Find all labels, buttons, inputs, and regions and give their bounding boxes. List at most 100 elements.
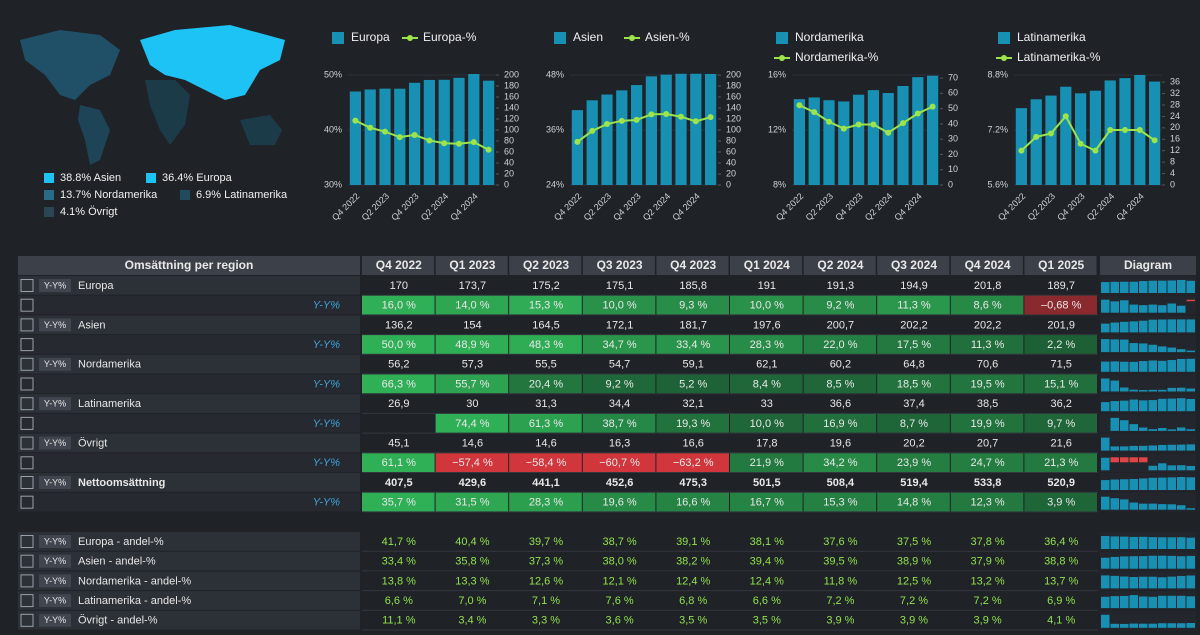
point [470,139,477,146]
sparkline-bar [1120,321,1129,333]
y2-tick-label: 160 [504,91,519,101]
checkbox[interactable] [20,535,34,548]
checkbox[interactable] [20,397,34,411]
sparkline-bar [1139,457,1148,463]
cell-value: 202,2 [900,319,928,331]
checkbox[interactable] [20,338,34,352]
cell-value: 7,2 % [900,595,928,607]
checkbox[interactable] [20,318,34,332]
cell-value: 3,5 % [753,615,781,627]
checkbox[interactable] [20,554,34,568]
cell-value: 6,6 % [385,595,413,607]
y-tick-label: 7.2% [987,124,1008,134]
sparkline-bar [1129,321,1138,333]
cell-highlight [730,492,803,512]
cell-highlight [950,413,1024,433]
badge-label: Y-Y% [44,438,66,448]
checkbox[interactable] [20,574,34,588]
sparkline-bar [1158,346,1167,353]
sparkline-bar [1186,555,1195,569]
checkbox[interactable] [20,594,34,608]
checkbox[interactable] [20,456,34,470]
sparkline-bar [1167,429,1176,431]
y2-tick-label: 16 [1170,134,1180,144]
sparkline-bar [1110,417,1119,431]
header-cell [435,256,508,275]
cell-value: 9,3 % [679,300,707,312]
checkbox[interactable] [20,377,34,391]
bar [1045,95,1057,185]
cell-value: 13,7 % [1044,575,1078,587]
sparkline-bar [1139,623,1148,628]
checkbox[interactable] [20,613,34,627]
checkbox[interactable] [20,495,34,509]
checkbox[interactable] [20,416,34,430]
sparkline-bar [1101,480,1110,490]
label-cell [18,610,360,630]
cell-value: 32,1 [682,398,703,410]
point [382,128,388,135]
cell-value: 38,0 % [602,556,636,568]
cell-value: –0,68 % [1041,300,1082,312]
point [396,134,403,141]
cell-value: 519,4 [900,477,928,489]
cell-value: 10,0 % [750,300,784,312]
checkbox[interactable] [20,436,34,450]
sparkline-bar [1186,465,1195,471]
badge-label: Y-Y% [44,320,66,330]
cell-highlight [950,374,1024,394]
sparkline-bar [1158,595,1167,609]
legend-label: 6.9% Latinamerika [196,189,288,201]
y2-tick-label: 70 [948,72,958,82]
sparkline-bar [1110,479,1119,490]
sparkline-bar [1110,401,1119,412]
point [485,146,492,153]
cell-value: 54,7 [609,359,630,371]
cell-value: 26,9 [388,398,409,410]
cell-value: 16,6 [682,438,703,450]
cell-highlight [582,453,656,472]
checkbox[interactable] [20,279,34,292]
checkbox[interactable] [20,357,34,371]
sparkline-bar [1167,623,1176,628]
cell-value: 33 [761,398,773,410]
y-tick-label: 48% [546,69,564,79]
legend-dot [779,55,785,61]
sparkline-bar [1139,320,1148,333]
sparkline-bar [1167,444,1176,451]
row-label: Latinamerika [78,398,142,410]
sparkline-bar [1177,505,1186,510]
bar [926,75,939,185]
y2-tick-label: 60 [504,146,514,156]
y-tick-label: 30% [324,179,342,189]
bar [586,100,598,185]
cell-value: 40,4 % [455,536,489,548]
cell-value: 38,1 % [750,536,784,548]
bar [1060,86,1072,185]
cell-highlight [435,492,509,512]
y2-tick-label: 32 [1170,88,1180,98]
point [1136,127,1143,133]
checkbox[interactable] [20,476,34,489]
checkbox[interactable] [20,298,34,312]
y2-tick-label: 0 [1170,179,1175,189]
sparkline-bar [1101,402,1110,412]
badge [39,279,71,292]
bar [1148,81,1161,185]
sparkline-bar [1120,595,1129,609]
sparkline-bar [1110,498,1119,510]
cell-value: 38,9 % [897,556,931,568]
cell-highlight [730,295,803,315]
sparkline-bar [1186,388,1195,392]
cell-highlight [435,335,509,354]
cell-value: −63,2 % [673,457,714,469]
sparkline-bar [1186,537,1195,549]
yy-label: Y-Y% [313,378,341,390]
point [796,102,803,109]
cell-highlight [656,413,729,433]
bar [882,93,894,185]
bar [453,77,465,185]
y-tick-label: 16% [768,69,786,79]
